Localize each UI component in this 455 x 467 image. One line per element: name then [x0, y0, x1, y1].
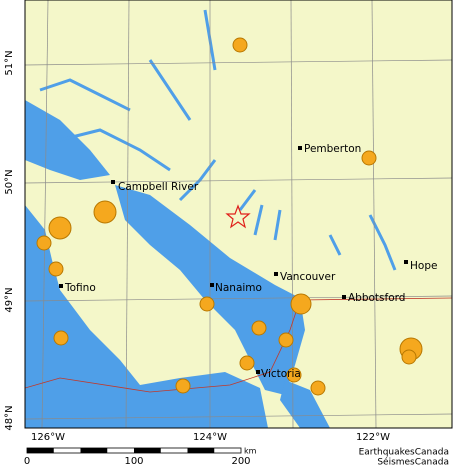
earthquake[interactable] [93, 200, 117, 224]
place-marker [274, 272, 278, 276]
earthquake[interactable] [286, 367, 302, 383]
place-label: Tofino [64, 282, 96, 294]
place-marker [342, 295, 346, 299]
lon-label: 122°W [356, 432, 390, 443]
place-marker [256, 370, 260, 374]
earthquake[interactable] [239, 355, 255, 371]
scale-label: 200 [231, 456, 250, 467]
earthquakes [36, 37, 423, 396]
earthquake[interactable] [175, 378, 191, 394]
earthquake[interactable] [53, 330, 69, 346]
credit: SéismesCanada [377, 457, 449, 467]
earthquake[interactable] [251, 320, 267, 336]
earthquake[interactable] [310, 380, 326, 396]
earthquake[interactable] [48, 261, 64, 277]
pacific-ocean [25, 205, 268, 428]
place-marker [298, 146, 302, 150]
border [25, 297, 452, 393]
place-label: Campbell River [118, 181, 199, 193]
scale-unit: km [244, 447, 257, 456]
earthquake[interactable] [36, 235, 52, 251]
earthquake[interactable] [278, 332, 294, 348]
place-label: Pemberton [304, 143, 361, 155]
places: Campbell River Pemberton Tofino Nanaimo … [59, 143, 437, 380]
scale-label: 100 [124, 456, 143, 467]
place-label: Victoria [261, 368, 301, 380]
earthquake[interactable] [48, 216, 72, 240]
earthquake[interactable] [232, 37, 248, 53]
map-frame [24, 0, 453, 429]
lon-label: 126°W [31, 432, 65, 443]
place-label: Vancouver [280, 271, 336, 283]
scale-label: 0 [24, 456, 30, 467]
place-label: Abbotsford [348, 292, 405, 304]
lon-label: 124°W [193, 432, 227, 443]
lat-label: 48°N [4, 405, 15, 430]
graticule [25, 0, 452, 428]
earthquake[interactable] [199, 296, 215, 312]
scale-bar [26, 447, 242, 454]
credit: EarthquakesCanada [359, 448, 449, 458]
place-label: Hope [410, 260, 437, 272]
place-label: Nanaimo [215, 282, 262, 294]
epicenter-star[interactable] [225, 204, 251, 229]
lat-label: 50°N [4, 169, 15, 194]
place-marker [404, 260, 408, 264]
lat-label: 51°N [4, 50, 15, 75]
map-area: Campbell River Pemberton Tofino Nanaimo … [25, 0, 452, 428]
earthquake[interactable] [401, 349, 417, 365]
earthquake[interactable] [361, 150, 377, 166]
place-marker [210, 283, 214, 287]
lat-label: 49°N [4, 287, 15, 312]
place-marker [59, 284, 63, 288]
earthquake[interactable] [290, 293, 312, 315]
place-marker [111, 180, 115, 184]
